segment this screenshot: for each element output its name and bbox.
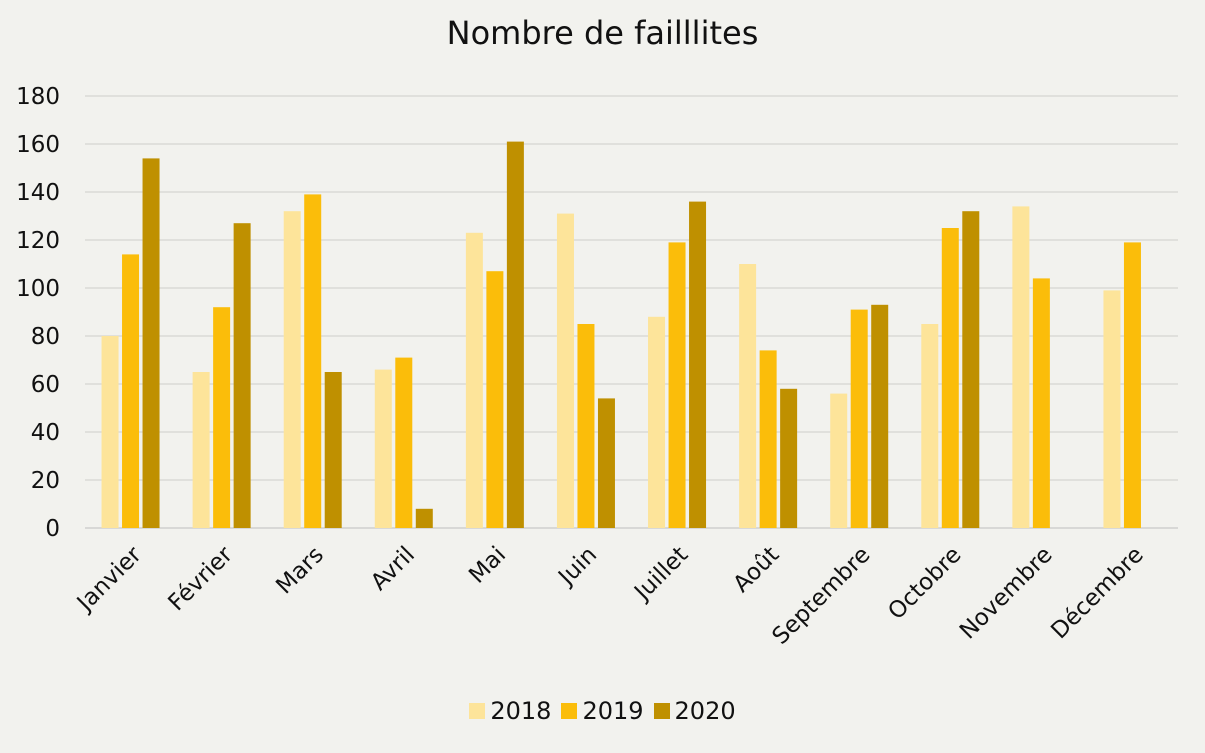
y-tick-label: 100 xyxy=(16,276,60,302)
bar-2019-Avril xyxy=(395,357,413,528)
bar-2018-Avril xyxy=(374,369,392,528)
bar-2018-Octobre xyxy=(921,324,939,528)
y-tick-label: 40 xyxy=(31,420,60,446)
bar-2020-Juillet xyxy=(689,201,707,528)
bar-2020-Octobre xyxy=(962,211,980,528)
x-tick-label: Avril xyxy=(366,542,420,596)
y-tick-label: 120 xyxy=(16,228,60,254)
bar-2020-Août xyxy=(780,388,798,528)
x-tick-label: Janvier xyxy=(71,541,147,617)
x-tick-label: Mars xyxy=(271,542,329,600)
gridlines xyxy=(85,95,1178,529)
x-tick-label: Septembre xyxy=(768,542,876,650)
bars xyxy=(101,141,1141,529)
bar-2020-Mars xyxy=(324,372,342,528)
bar-2018-Juillet xyxy=(648,316,666,528)
x-axis-ticks: Janvier Février Mars Avril Mai Juin Juillet Aoû… xyxy=(71,541,1149,649)
x-tick-label: Octobre xyxy=(883,542,966,625)
legend: 2018 2019 2020 xyxy=(0,697,1205,725)
bar-2018-Mai xyxy=(465,232,483,529)
legend-swatch xyxy=(653,703,670,719)
bar-2019-Juillet xyxy=(668,242,686,528)
bar-2018-Novembre xyxy=(1012,206,1030,528)
bar-2019-Mars xyxy=(304,194,322,528)
y-axis-ticks: 0 20 40 60 80 100 120 140 160 180 xyxy=(16,84,60,542)
bar-2018-Janvier xyxy=(101,336,119,528)
y-tick-label: 80 xyxy=(31,324,60,350)
bar-2019-Janvier xyxy=(122,254,140,528)
bar-2019-Juin xyxy=(577,324,595,528)
y-tick-label: 0 xyxy=(45,516,60,542)
bar-2019-Novembre xyxy=(1032,278,1050,528)
bar-2018-Décembre xyxy=(1103,290,1121,528)
legend-swatch xyxy=(561,703,578,719)
bar-2020-Juin xyxy=(597,398,615,528)
bar-2018-Mars xyxy=(283,211,301,528)
y-tick-label: 180 xyxy=(16,84,60,110)
x-tick-label: Novembre xyxy=(955,542,1058,645)
x-tick-label: Mai xyxy=(464,542,511,589)
bar-2020-Mai xyxy=(506,141,524,528)
bar-2018-Février xyxy=(192,372,210,528)
bar-2018-Juin xyxy=(556,213,574,528)
bar-2019-Décembre xyxy=(1123,242,1141,528)
bar-2019-Octobre xyxy=(941,228,959,528)
y-tick-label: 160 xyxy=(16,132,60,158)
legend-item: 2020 xyxy=(653,697,736,725)
bar-2018-Septembre xyxy=(830,393,848,528)
y-tick-label: 20 xyxy=(31,468,60,494)
bar-2019-Février xyxy=(213,307,231,528)
x-tick-label: Juin xyxy=(552,542,602,592)
bar-2020-Janvier xyxy=(142,158,160,528)
legend-label: 2018 xyxy=(490,697,552,725)
bar-2018-Août xyxy=(739,264,757,528)
y-tick-label: 140 xyxy=(16,180,60,206)
chart-title: Nombre de failllites xyxy=(446,14,759,52)
y-tick-label: 60 xyxy=(31,372,60,398)
legend-item: 2018 xyxy=(469,697,551,725)
bar-2020-Février xyxy=(233,223,251,528)
bar-2019-Août xyxy=(759,350,777,528)
x-tick-label: Août xyxy=(729,542,785,598)
legend-swatch xyxy=(469,703,486,719)
bar-2019-Mai xyxy=(486,271,504,528)
bar-2020-Avril xyxy=(415,508,433,528)
x-tick-label: Juillet xyxy=(628,542,693,607)
legend-item: 2019 xyxy=(561,697,644,725)
legend-label: 2020 xyxy=(674,697,736,725)
legend-label: 2019 xyxy=(582,697,644,725)
bar-2019-Septembre xyxy=(850,309,868,528)
x-tick-label: Décembre xyxy=(1046,542,1148,644)
bar-2020-Septembre xyxy=(871,304,889,528)
x-tick-label: Février xyxy=(163,541,238,616)
